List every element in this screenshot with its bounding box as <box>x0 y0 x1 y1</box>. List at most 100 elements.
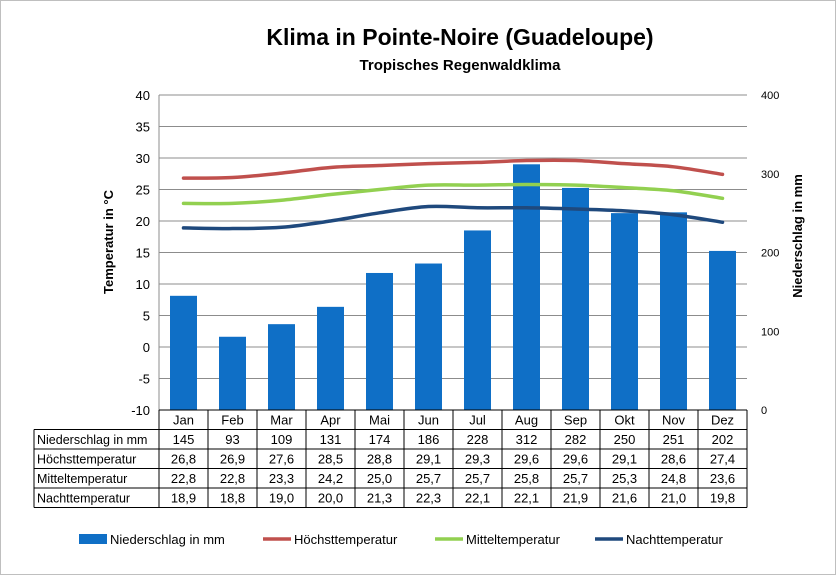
data-label: 29,1 <box>416 452 441 467</box>
data-label: 174 <box>369 432 391 447</box>
x-tick-label: Jul <box>469 413 486 428</box>
data-label: 24,2 <box>318 471 343 486</box>
precipitation-bar <box>170 295 197 410</box>
bar-series <box>170 164 736 410</box>
axes: 40 35 30 25 20 15 10 5 0 -5 -10 400 300 200 100 0 Temper… <box>101 88 805 418</box>
data-label: 22,8 <box>171 471 196 486</box>
y-tick-label: -5 <box>138 372 150 387</box>
legend-swatch <box>79 534 107 544</box>
data-label: 109 <box>271 432 293 447</box>
precipitation-bar <box>660 212 687 410</box>
line-series <box>181 158 725 231</box>
precipitation-bar <box>317 306 344 410</box>
data-label: 312 <box>516 432 538 447</box>
data-label: 145 <box>173 432 195 447</box>
data-label: 29,1 <box>612 452 637 467</box>
y2-tick-label: 200 <box>761 248 779 260</box>
data-label: 29,6 <box>563 452 588 467</box>
y-tick-label: -10 <box>131 403 150 418</box>
data-label: 18,9 <box>171 491 196 506</box>
precipitation-bar <box>219 336 246 410</box>
data-label: 18,8 <box>220 491 245 506</box>
y-tick-label: 25 <box>136 183 150 198</box>
y2-axis-title: Niederschlag in mm <box>790 174 805 298</box>
precipitation-bar <box>415 263 442 410</box>
data-label: 27,4 <box>710 452 735 467</box>
y-axis-title: Temperatur in °C <box>101 189 116 294</box>
data-label: 23,6 <box>710 471 735 486</box>
x-tick-label: Dez <box>711 413 734 428</box>
data-label: 202 <box>712 432 734 447</box>
data-label: 24,8 <box>661 471 686 486</box>
data-label: 22,8 <box>220 471 245 486</box>
data-label: 25,3 <box>612 471 637 486</box>
data-label: 29,3 <box>465 452 490 467</box>
legend-label: Niederschlag in mm <box>110 532 225 547</box>
chart-subtitle: Tropisches Regenwaldklima <box>359 57 561 74</box>
data-label: 21,3 <box>367 491 392 506</box>
x-tick-label: Sep <box>564 413 587 428</box>
y-tick-label: 0 <box>143 340 150 355</box>
table-row-label: Mitteltemperatur <box>37 472 127 486</box>
data-label: 29,6 <box>514 452 539 467</box>
data-label: 21,6 <box>612 491 637 506</box>
x-tick-label: Nov <box>662 413 686 428</box>
table-row-label: Nachttemperatur <box>37 492 130 506</box>
x-tick-label: Okt <box>614 413 635 428</box>
x-tick-label: Aug <box>515 413 538 428</box>
data-label: 25,7 <box>563 471 588 486</box>
data-label: 21,9 <box>563 491 588 506</box>
y2-tick-label: 300 <box>761 169 779 181</box>
precipitation-bar <box>464 230 491 410</box>
data-label: 22,3 <box>416 491 441 506</box>
x-tick-label: Jun <box>418 413 439 428</box>
data-label: 250 <box>614 432 636 447</box>
data-label: 25,8 <box>514 471 539 486</box>
x-tick-label: Jan <box>173 413 194 428</box>
x-tick-label: Apr <box>320 413 341 428</box>
y-tick-label: 5 <box>143 309 150 324</box>
y2-tick-label: 0 <box>761 405 767 417</box>
data-label: 93 <box>225 432 239 447</box>
series-line <box>181 204 725 231</box>
data-label: 282 <box>565 432 587 447</box>
data-label: 25,7 <box>416 471 441 486</box>
data-label: 22,1 <box>465 491 490 506</box>
legend-label: Mitteltemperatur <box>466 532 561 547</box>
precipitation-bar <box>513 164 540 410</box>
legend-label: Nachttemperatur <box>626 532 723 547</box>
precipitation-bar <box>268 324 295 410</box>
data-label: 228 <box>467 432 489 447</box>
data-label: 20,0 <box>318 491 343 506</box>
y-tick-label: 30 <box>136 151 150 166</box>
data-label: 22,1 <box>514 491 539 506</box>
data-label: 28,5 <box>318 452 343 467</box>
gridlines <box>159 94 747 411</box>
y2-tick-label: 400 <box>761 90 779 102</box>
data-label: 28,6 <box>661 452 686 467</box>
data-label: 25,0 <box>367 471 392 486</box>
chart-title: Klima in Pointe-Noire (Guadeloupe) <box>266 24 654 50</box>
data-label: 21,0 <box>661 491 686 506</box>
data-label: 186 <box>418 432 440 447</box>
legend-label: Höchsttemperatur <box>294 532 398 547</box>
data-label: 25,7 <box>465 471 490 486</box>
y-tick-label: 35 <box>136 120 150 135</box>
y-tick-label: 40 <box>136 88 150 103</box>
data-label: 251 <box>663 432 685 447</box>
x-tick-label: Mai <box>369 413 390 428</box>
y-tick-label: 20 <box>136 214 150 229</box>
series-line <box>181 158 725 180</box>
y-tick-label: 10 <box>136 277 150 292</box>
data-label: 26,9 <box>220 452 245 467</box>
precipitation-bar <box>562 187 589 410</box>
data-label: 131 <box>320 432 342 447</box>
precipitation-bar <box>709 250 736 410</box>
data-label: 23,3 <box>269 471 294 486</box>
x-tick-label: Feb <box>221 413 243 428</box>
precipitation-bar <box>611 213 638 410</box>
data-table: Jan Feb Mar Apr Mai Jun Jul Aug Sep Okt Nov Dez Nied… <box>33 409 748 508</box>
data-label: 19,8 <box>710 491 735 506</box>
data-label: 26,8 <box>171 452 196 467</box>
